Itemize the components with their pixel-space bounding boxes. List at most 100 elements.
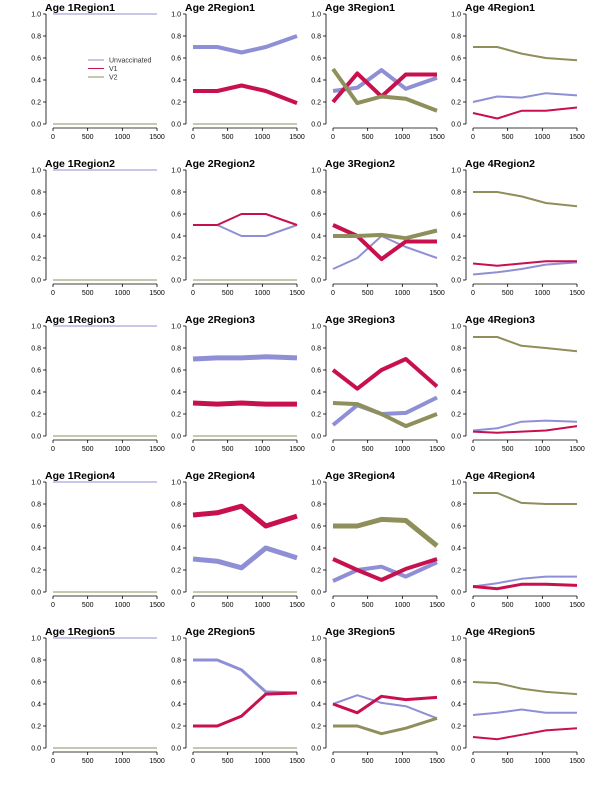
x-tick-label: 1000 (395, 758, 411, 765)
y-tick-label: 0.8 (311, 190, 321, 197)
y-tick-label: 0.8 (171, 34, 181, 41)
y-tick-label: 0.2 (451, 724, 461, 731)
panel-plot: Age 2Region3 0.0 0.2 0.4 0.6 0.8 1.0 0 500 1000 15… (171, 314, 305, 453)
x-tick-label: 500 (502, 758, 514, 765)
x-tick-label: 1500 (429, 134, 445, 141)
series-line-v1 (472, 727, 578, 741)
y-tick-label: 0.8 (451, 658, 461, 665)
y-tick-label: 0.4 (31, 78, 41, 85)
y-tick-label: 0.6 (311, 56, 321, 63)
series-line-unvaccinated (192, 545, 298, 571)
panel-plot: Age 2Region4 0.0 0.2 0.4 0.6 0.8 1.0 0 500 1000 15… (171, 470, 305, 609)
series-line-unvaccinated (472, 575, 577, 588)
panel-plot: Age 3Region5 0.0 0.2 0.4 0.6 0.8 1.0 0 500 1000 15… (311, 626, 445, 765)
y-tick-label: 1.0 (171, 636, 181, 643)
x-tick-label: 1500 (429, 446, 445, 453)
x-tick-label: 0 (471, 290, 475, 297)
y-tick-label: 0.6 (31, 56, 41, 63)
panel-plot: Age 4Region4 0.0 0.2 0.4 0.6 0.8 1.0 0 500 1000 15… (451, 470, 585, 609)
x-tick-label: 1000 (255, 446, 271, 453)
x-tick-label: 1000 (395, 290, 411, 297)
panel-plot: Age 4Region1 0.0 0.2 0.4 0.6 0.8 1.0 0 500 1000 15… (451, 2, 585, 141)
y-tick-label: 0.6 (31, 524, 41, 531)
x-tick-label: 1500 (429, 758, 445, 765)
legend-label-v2: V2 (109, 75, 118, 82)
panel-age-4region3: Age 4Region3 0.0 0.2 0.4 0.6 0.8 1.0 0 500 1000 15… (428, 312, 585, 468)
x-tick-label: 1000 (255, 758, 271, 765)
y-tick-label: 0.0 (311, 590, 321, 597)
y-tick-label: 0.8 (311, 34, 321, 41)
series-line-v2 (473, 46, 578, 62)
y-tick-label: 0.4 (311, 546, 321, 553)
y-tick-label: 1.0 (451, 636, 461, 643)
x-tick-label: 1000 (535, 758, 551, 765)
y-tick-label: 0.4 (451, 78, 461, 85)
y-tick-label: 0.2 (171, 568, 181, 575)
y-tick-label: 0.6 (171, 524, 181, 531)
y-tick-label: 0.8 (31, 34, 41, 41)
y-tick-label: 0.4 (171, 78, 181, 85)
y-tick-label: 1.0 (31, 168, 41, 175)
y-tick-label: 0.2 (451, 256, 461, 263)
x-tick-label: 1500 (569, 134, 585, 141)
y-tick-label: 0.8 (311, 502, 321, 509)
x-tick-label: 1000 (535, 446, 551, 453)
y-tick-label: 0.6 (31, 212, 41, 219)
y-tick-label: 0.0 (451, 434, 461, 441)
y-tick-label: 0.6 (451, 680, 461, 687)
panel-age-3region4: Age 3Region4 0.0 0.2 0.4 0.6 0.8 1.0 0 500 1000 15… (288, 468, 445, 624)
panel-age-4region1: Age 4Region1 0.0 0.2 0.4 0.6 0.8 1.0 0 500 1000 15… (428, 0, 585, 156)
x-tick-label: 1500 (149, 758, 165, 765)
panel-age-2region1: Age 2Region1 0.0 0.2 0.4 0.6 0.8 1.0 0 500 1000 15… (148, 0, 305, 156)
series-line-unvaccinated (193, 34, 298, 55)
x-tick-label: 500 (502, 602, 514, 609)
series-line-unvaccinated (472, 92, 578, 103)
x-tick-label: 0 (51, 758, 55, 765)
x-tick-label: 500 (502, 446, 514, 453)
series-line-v1 (193, 83, 298, 105)
y-tick-label: 0.2 (311, 568, 321, 575)
y-tick-label: 0.0 (171, 590, 181, 597)
series-line-v1 (192, 503, 298, 529)
x-tick-label: 500 (362, 446, 374, 453)
series-line-v2 (333, 716, 438, 736)
panel-plot: Age 2Region1 0.0 0.2 0.4 0.6 0.8 1.0 0 500 1000 15… (171, 2, 305, 141)
x-tick-label: 0 (51, 134, 55, 141)
x-tick-label: 1500 (289, 602, 305, 609)
panel-title: Age 3Region5 (325, 626, 395, 638)
panel-age-1region3: Age 1Region3 0.0 0.2 0.4 0.6 0.8 1.0 0 500 1000 15… (8, 312, 165, 468)
panel-title: Age 2Region2 (185, 158, 255, 170)
y-tick-label: 0.8 (31, 502, 41, 509)
y-tick-label: 0.0 (451, 590, 461, 597)
panel-plot: Age 4Region5 0.0 0.2 0.4 0.6 0.8 1.0 0 500 1000 15… (451, 626, 585, 765)
panel-title: Age 2Region1 (185, 2, 255, 14)
series-line-unvaccinated (192, 354, 298, 362)
series-line-unvaccinated (472, 261, 578, 276)
y-tick-label: 0.0 (31, 278, 41, 285)
panel-title: Age 1Region4 (45, 470, 115, 482)
x-tick-label: 1000 (395, 134, 411, 141)
panel-title: Age 1Region5 (45, 626, 115, 638)
y-tick-label: 0.0 (451, 278, 461, 285)
y-tick-label: 0.6 (451, 212, 461, 219)
legend-label-unvaccinated: Unvaccinated (109, 58, 152, 65)
y-tick-label: 0.2 (311, 724, 321, 731)
series-line-unvaccinated (193, 224, 298, 237)
x-tick-label: 500 (82, 602, 94, 609)
x-tick-label: 1000 (535, 290, 551, 297)
panel-age-4region4: Age 4Region4 0.0 0.2 0.4 0.6 0.8 1.0 0 500 1000 15… (428, 468, 585, 624)
y-tick-label: 1.0 (171, 324, 181, 331)
y-tick-label: 0.2 (31, 568, 41, 575)
x-tick-label: 0 (51, 446, 55, 453)
x-tick-label: 500 (82, 446, 94, 453)
panel-plot: Age 3Region1 0.0 0.2 0.4 0.6 0.8 1.0 0 500 1000 15… (311, 2, 445, 141)
panel-title: Age 1Region1 (45, 2, 115, 14)
series-line-v1 (332, 694, 438, 715)
y-tick-label: 0.6 (171, 212, 181, 219)
y-tick-label: 1.0 (311, 168, 321, 175)
y-tick-label: 1.0 (451, 12, 461, 19)
panel-age-2region2: Age 2Region2 0.0 0.2 0.4 0.6 0.8 1.0 0 500 1000 15… (148, 156, 305, 312)
panel-plot: Age 4Region3 0.0 0.2 0.4 0.6 0.8 1.0 0 500 1000 15… (451, 314, 585, 453)
panel-title: Age 4Region3 (465, 314, 535, 326)
series-line-v2 (332, 401, 438, 429)
